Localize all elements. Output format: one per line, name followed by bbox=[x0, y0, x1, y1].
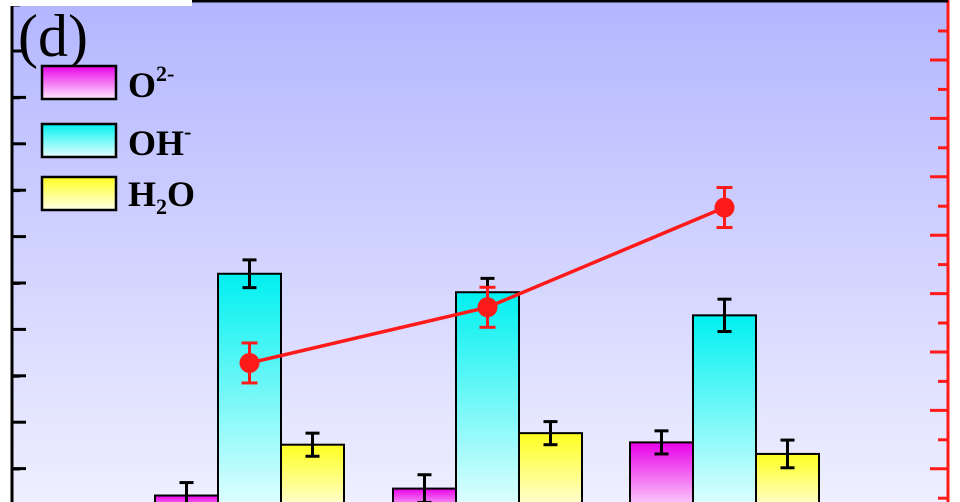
legend-label-oh: OH- bbox=[128, 119, 191, 163]
legend: O2- OH- H2O bbox=[40, 61, 195, 219]
panel-label-box bbox=[0, 0, 192, 6]
right-ticks bbox=[930, 29, 948, 500]
legend-swatch-oh bbox=[40, 122, 118, 159]
legend-swatch-o2 bbox=[40, 64, 118, 101]
panel-label: (d) bbox=[18, 3, 88, 69]
line-layer bbox=[239, 186, 735, 385]
legend-label-h2o: H2O bbox=[128, 174, 195, 219]
bar-oh bbox=[217, 272, 282, 502]
legend-swatch-h2o bbox=[40, 175, 118, 212]
line-point bbox=[477, 297, 498, 318]
line-point bbox=[714, 197, 735, 218]
bars-layer bbox=[154, 258, 820, 502]
bar-h2o bbox=[755, 452, 820, 502]
legend-label-o2: O2- bbox=[128, 61, 174, 105]
bar-oh bbox=[692, 314, 757, 502]
line-point bbox=[239, 352, 260, 373]
